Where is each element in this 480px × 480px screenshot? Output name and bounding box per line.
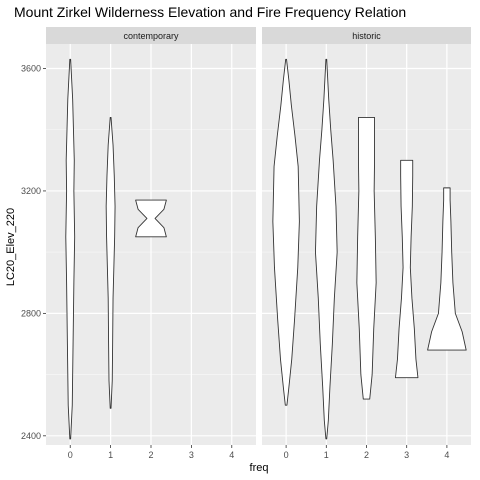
x-tick-label: 3 [189,450,194,460]
facet-panel-historic: historic 0 1 2 3 4 [262,27,471,460]
violin-historic-freq-1 [315,58,338,440]
facet-strip [262,27,471,44]
x-tick-label: 2 [148,450,153,460]
x-tick-label: 2 [364,450,369,460]
facet-strip-label: contemporary [123,31,179,41]
facet-strip-label: historic [352,31,381,41]
y-tick-label: 2800 [21,308,41,318]
panels: contemporary 0 1 2 3 4 historic 0 1 2 3 4 [46,27,471,460]
y-tick-label: 3600 [21,63,41,73]
chart-title: Mount Zirkel Wilderness Elevation and Fi… [14,4,406,20]
x-tick-label: 0 [68,450,73,460]
violin-historic-freq-0 [272,58,300,406]
y-tick-label: 2400 [21,431,41,441]
x-axis-title: freq [250,462,269,474]
y-axis-title: LC20_Elev_220 [5,208,17,286]
y-tick-label: 3200 [21,186,41,196]
x-tick-label: 3 [404,450,409,460]
violin-contemporary-freq-0 [65,58,76,440]
violin-historic-freq-2 [356,117,377,400]
x-tick-label: 4 [444,450,449,460]
facet-panel-contemporary: contemporary 0 1 2 3 4 [46,27,256,460]
x-tick-label: 1 [324,450,329,460]
violin-historic-freq-3 [394,159,419,379]
x-tick-label: 0 [284,450,289,460]
x-tick-label: 1 [108,450,113,460]
facet-strip [46,27,256,44]
violin-historic-freq-4 [427,187,467,351]
violin-contemporary-freq-1 [105,117,116,409]
y-axis: 2400 2800 3200 3600 [21,63,46,441]
violin-contemporary-freq-2 [135,199,167,238]
x-tick-label: 4 [229,450,234,460]
